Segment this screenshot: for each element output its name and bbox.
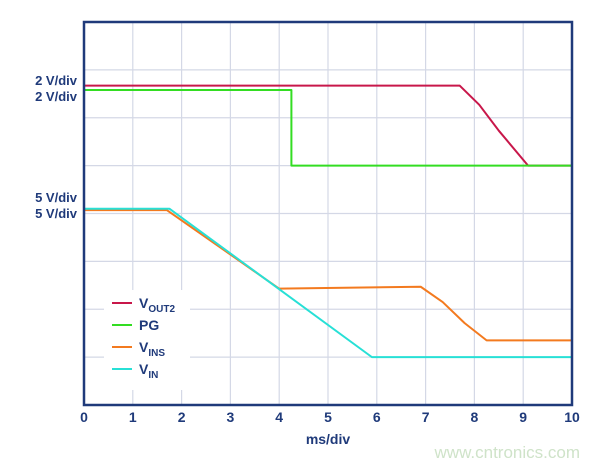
x-tick-label: 0 bbox=[80, 409, 88, 425]
x-tick-label: 10 bbox=[564, 409, 580, 425]
x-axis-label: ms/div bbox=[306, 431, 351, 447]
x-tick-label: 9 bbox=[519, 409, 527, 425]
x-ticks: 0 1 2 3 4 5 6 7 8 9 10 bbox=[80, 409, 580, 425]
watermark: www.cntronics.com bbox=[434, 443, 580, 462]
x-tick-label: 6 bbox=[373, 409, 381, 425]
x-tick-label: 4 bbox=[275, 409, 283, 425]
y-scale-label-vins: 5 V/div bbox=[35, 190, 78, 205]
series-lines bbox=[84, 84, 572, 359]
series-line-pg bbox=[84, 88, 572, 167]
x-tick-label: 7 bbox=[422, 409, 430, 425]
legend-label-pg: PG bbox=[139, 317, 159, 333]
legend-box bbox=[104, 290, 190, 390]
y-scale-label-vout2: 2 V/div bbox=[35, 73, 78, 88]
series-line-vin bbox=[84, 207, 572, 359]
x-tick-label: 1 bbox=[129, 409, 137, 425]
x-tick-label: 8 bbox=[471, 409, 479, 425]
plot-frame bbox=[82, 20, 574, 407]
x-tick-label: 5 bbox=[324, 409, 332, 425]
y-scale-label-pg: 2 V/div bbox=[35, 89, 78, 104]
x-tick-label: 2 bbox=[178, 409, 186, 425]
y-scale-label-vin: 5 V/div bbox=[35, 206, 78, 221]
x-tick-label: 3 bbox=[227, 409, 235, 425]
series-line-vins bbox=[84, 209, 572, 342]
